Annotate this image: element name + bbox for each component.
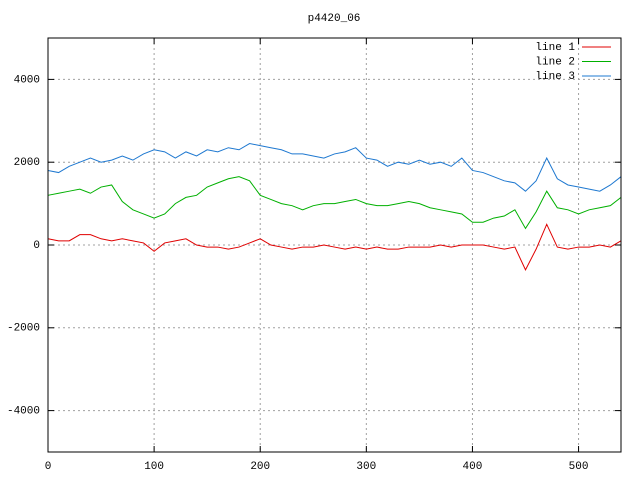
x-tick-label: 300 bbox=[356, 461, 376, 473]
chart-title: p4420_06 bbox=[308, 13, 361, 25]
y-tick-label: 0 bbox=[33, 240, 40, 252]
y-tick-label: 4000 bbox=[14, 74, 40, 86]
x-tick-label: 200 bbox=[250, 461, 270, 473]
legend-label: line 2 bbox=[535, 56, 575, 68]
x-tick-label: 500 bbox=[569, 461, 589, 473]
legend-label: line 1 bbox=[535, 42, 575, 54]
legend-label: line 3 bbox=[535, 71, 575, 83]
y-tick-label: -2000 bbox=[7, 323, 40, 335]
series-line bbox=[47, 143, 622, 192]
y-tick-label: 2000 bbox=[14, 157, 40, 169]
x-tick-label: 100 bbox=[144, 461, 164, 473]
x-tick-label: 0 bbox=[45, 461, 52, 473]
plot-frame bbox=[47, 37, 622, 453]
series-line bbox=[47, 223, 622, 271]
x-tick-label: 400 bbox=[463, 461, 483, 473]
series-line bbox=[47, 176, 622, 230]
y-tick-label: -4000 bbox=[7, 406, 40, 418]
